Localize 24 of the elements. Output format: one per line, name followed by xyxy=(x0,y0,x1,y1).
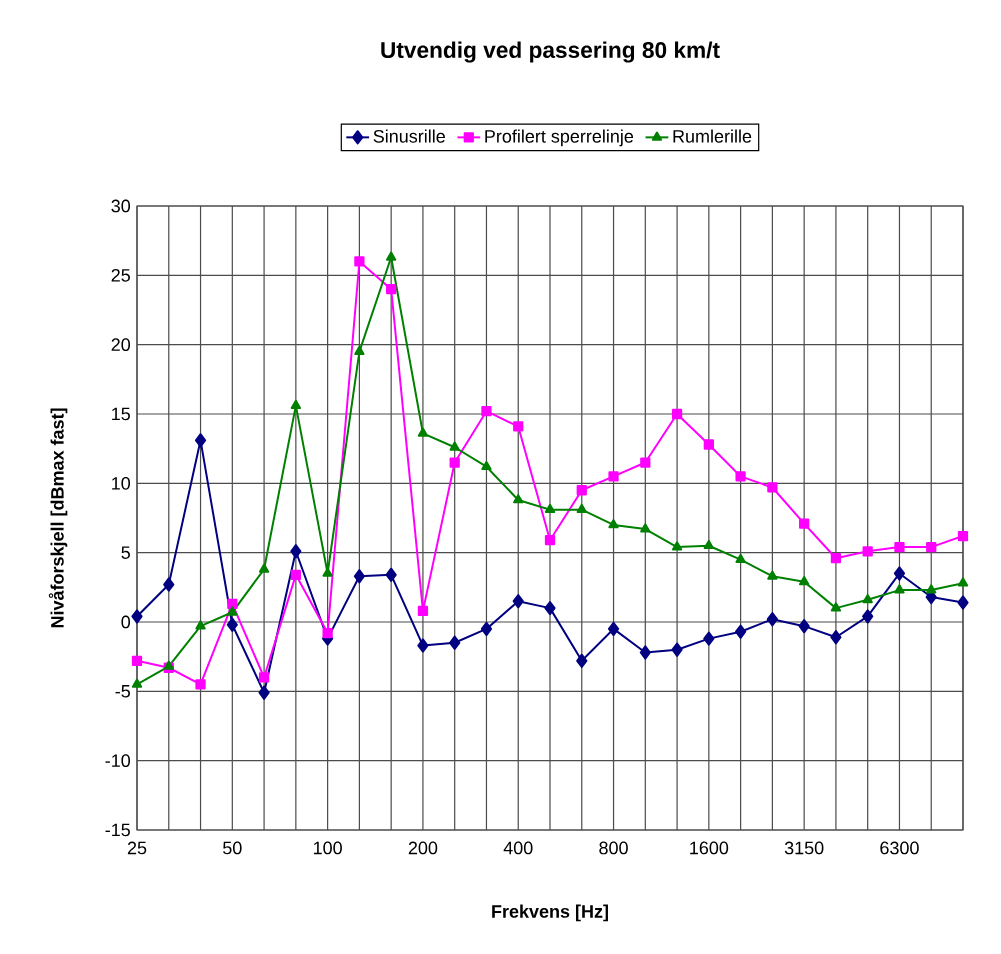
x-tick-label: 200 xyxy=(408,841,438,855)
y-tick-label: 10 xyxy=(112,476,131,490)
y-tick-label: 5 xyxy=(121,546,130,559)
y-tick-label: 15 xyxy=(112,407,130,421)
x-tick-label: 800 xyxy=(599,841,628,855)
x-tick-label: 6300 xyxy=(880,841,919,855)
legend-label: Rumlerille xyxy=(673,129,752,143)
legend-label: Profilert sperrelinje xyxy=(485,129,634,147)
x-axis-title: Frekvens [Hz] xyxy=(492,904,608,922)
x-tick-label: 50 xyxy=(223,841,242,855)
x-tick-label: 3150 xyxy=(784,841,824,855)
y-tick-label: 25 xyxy=(111,268,130,282)
x-tick-label: 100 xyxy=(313,841,342,855)
y-tick-label: 30 xyxy=(111,199,131,213)
chart-title: Utvendig ved passering 80 km/t xyxy=(381,41,720,63)
x-tick-label: 400 xyxy=(503,841,533,855)
y-axis-title: Nivåforskjell [dBmax fast] xyxy=(48,408,68,628)
y-tick-label: -10 xyxy=(105,754,131,768)
y-tick-label: 20 xyxy=(111,338,131,352)
x-tick-label: 1600 xyxy=(690,841,729,855)
y-tick-label: -5 xyxy=(115,685,130,698)
y-tick-label: 0 xyxy=(121,615,131,629)
legend-label: Sinusrille xyxy=(373,129,445,143)
y-tick-label: -15 xyxy=(105,823,130,837)
